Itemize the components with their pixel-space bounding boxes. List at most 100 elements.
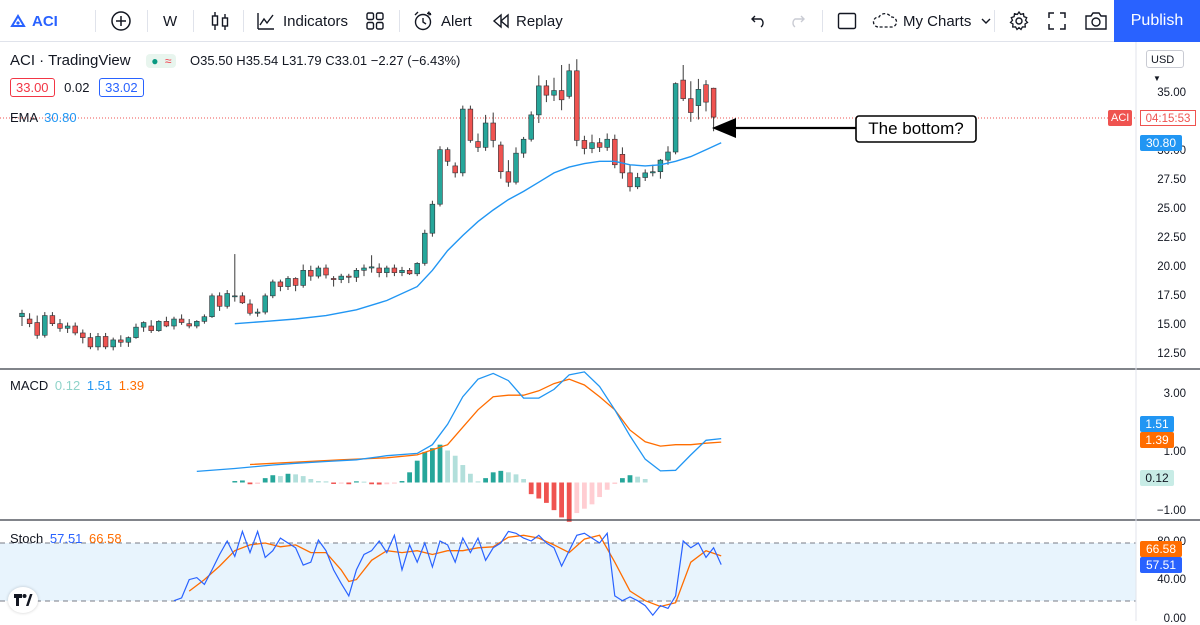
compare-button[interactable] — [110, 0, 132, 42]
candle-body — [391, 267, 398, 273]
macd-histogram-bar — [262, 478, 268, 483]
candle-body — [163, 321, 170, 327]
annotation-arrow[interactable] — [712, 118, 856, 138]
market-status-badge[interactable]: ● ≈ — [146, 54, 177, 68]
candle-body — [338, 275, 344, 280]
candle-body — [262, 295, 268, 313]
indicators-button[interactable]: Indicators — [256, 0, 348, 42]
annotation-box — [855, 115, 977, 143]
macd-histogram-bar — [536, 482, 542, 499]
macd-histogram-bar — [582, 482, 587, 509]
macd-histogram-bar — [354, 481, 359, 483]
candle-body — [118, 339, 124, 343]
alarm-clock-icon — [412, 10, 434, 32]
macd-histogram-bar — [604, 482, 610, 490]
candle-body — [589, 142, 595, 149]
candle-body — [254, 311, 261, 314]
tradingview-logo[interactable] — [8, 587, 38, 613]
candle-body — [224, 293, 230, 307]
symbol-search[interactable]: ACI — [10, 0, 58, 42]
macd-histogram-bar — [323, 481, 329, 483]
templates-grid-icon — [365, 11, 385, 31]
candle-body — [627, 172, 633, 188]
candle-body — [26, 318, 33, 324]
macd-histogram-bar — [278, 476, 283, 483]
bid-box[interactable]: 33.00 — [10, 78, 55, 97]
candle-body — [612, 138, 618, 166]
undo-icon — [750, 13, 768, 29]
macd-histogram-bar — [521, 479, 526, 483]
tradingview-logo-icon — [14, 594, 33, 606]
macd-histogram-bar — [293, 474, 298, 483]
macd-line-tag: 1.51 — [1140, 416, 1174, 432]
candle-body — [361, 267, 367, 271]
macd-histogram-bar — [430, 448, 435, 483]
macd-histogram-bar — [506, 472, 511, 483]
settings-button[interactable] — [1008, 0, 1030, 42]
interval-button[interactable]: W — [163, 0, 177, 42]
macd-signal-line — [249, 378, 722, 466]
macd-legend[interactable]: MACD 0.12 1.51 1.39 — [10, 378, 144, 393]
undo-button[interactable] — [750, 0, 768, 42]
candle-body — [72, 325, 78, 334]
candle-body — [285, 278, 291, 287]
macd-histogram-bar — [247, 482, 253, 485]
candle-body — [353, 270, 360, 278]
candle-body — [444, 149, 451, 162]
macd-histogram-bar — [414, 460, 420, 483]
ema-legend[interactable]: EMA 30.80 — [10, 110, 77, 125]
candle-body — [437, 149, 443, 205]
macd-histogram-bar — [498, 470, 504, 483]
macd-histogram-bar — [612, 482, 618, 484]
snapshot-button[interactable] — [1084, 0, 1108, 42]
candle-body — [604, 138, 610, 148]
macd-histogram-bar — [566, 482, 572, 522]
candle-body — [315, 267, 322, 277]
replay-label: Replay — [516, 12, 563, 30]
toolbar-divider — [822, 10, 823, 32]
macd-histogram-bar — [392, 482, 397, 484]
annotation-text[interactable]: The bottom? — [868, 119, 964, 138]
macd-label: MACD — [10, 378, 49, 393]
candle-body — [148, 325, 154, 331]
macd-hist-value: 0.12 — [54, 378, 81, 393]
currency-selector[interactable]: USD ▼ — [1146, 50, 1184, 83]
stoch-legend[interactable]: Stoch 57.51 66.58 — [10, 531, 122, 546]
market-open-dot-icon: ● — [151, 54, 159, 68]
candle-body — [209, 295, 215, 318]
toolbar-divider — [147, 10, 148, 32]
fullscreen-button[interactable] — [1047, 0, 1067, 42]
layout-button[interactable] — [837, 0, 857, 42]
templates-button[interactable] — [365, 0, 385, 42]
macd-histogram-bar — [483, 478, 488, 483]
price-tick-label: 15.00 — [1157, 319, 1186, 331]
macd-histogram-bar — [445, 450, 450, 483]
macd-histogram-bar — [490, 472, 496, 483]
last-symbol-tag: ACI — [1108, 110, 1133, 126]
chart-type-button[interactable] — [210, 0, 230, 42]
ask-box[interactable]: 33.02 — [99, 78, 144, 97]
publish-button[interactable]: Publish — [1114, 0, 1200, 42]
candles-icon — [210, 10, 230, 32]
chart-canvas[interactable] — [0, 42, 1200, 621]
candle-body — [634, 177, 641, 188]
candle-body — [292, 278, 299, 286]
ema-tag-label: 30.80 — [1145, 136, 1177, 150]
price-tick-label: 12.50 — [1157, 348, 1186, 360]
redo-button[interactable] — [788, 0, 806, 42]
alert-button[interactable]: Alert — [412, 0, 472, 42]
macd-histogram-bar — [544, 482, 549, 503]
macd-hist-tag: 0.12 — [1140, 470, 1174, 486]
stoch-k-tag: 57.51 — [1140, 557, 1182, 573]
macd-tick-label: −1.00 — [1156, 504, 1186, 517]
rewind-icon — [492, 13, 510, 29]
candle-body — [574, 70, 580, 141]
candle-body — [422, 232, 428, 264]
countdown-label: 04:15:53 — [1145, 113, 1191, 125]
candle-body — [482, 122, 489, 148]
macd-histogram-bar — [597, 482, 602, 498]
macd-histogram-bar — [437, 444, 443, 483]
my-charts-button[interactable]: My Charts — [872, 0, 991, 42]
replay-button[interactable]: Replay — [492, 0, 563, 42]
macd-histogram-bar — [308, 479, 314, 483]
